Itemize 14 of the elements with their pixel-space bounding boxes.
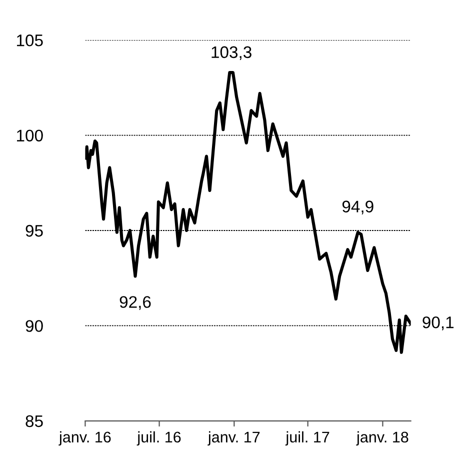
- x-tick-label: janv. 17: [208, 431, 260, 446]
- y-tick-label: 85: [26, 415, 43, 428]
- x-tick-label: juil. 17: [285, 431, 330, 446]
- y-tick-label: 95: [26, 224, 43, 237]
- x-tick-label: janv. 16: [58, 431, 111, 446]
- annotation: 90,1: [422, 316, 454, 330]
- y-tick-label: 100: [17, 130, 43, 142]
- annotation: 92,6: [120, 296, 151, 310]
- x-tick-label: janv. 18: [356, 431, 408, 446]
- y-tick-label: 90: [26, 320, 43, 332]
- y-tick-label: 105: [17, 34, 43, 46]
- x-tick-label: juil. 16: [136, 431, 181, 446]
- annotation: 103,3: [212, 46, 252, 60]
- annotation: 94,9: [342, 200, 374, 214]
